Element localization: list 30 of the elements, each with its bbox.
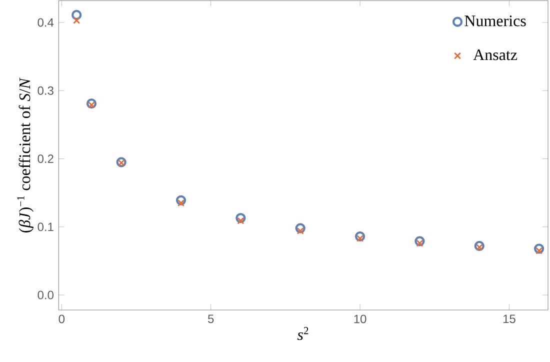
y-tick-label: 0.0 [38, 290, 54, 300]
point [354, 231, 366, 242]
x-tick-label: 10 [354, 314, 366, 324]
x-tick-label: 5 [208, 314, 214, 324]
point [534, 244, 544, 254]
point [73, 16, 80, 24]
point [176, 195, 186, 206]
legend-label: Numerics [464, 16, 526, 26]
x-tick-label: 15 [503, 314, 516, 324]
legend-label: Ansatz [473, 49, 518, 60]
point [476, 244, 483, 251]
point [416, 240, 424, 247]
y-tick-label: 0.2 [38, 154, 54, 163]
point [296, 227, 304, 235]
x-axis-title: s$^{2}$ [297, 327, 308, 340]
point [86, 98, 97, 109]
y-tick-label: 0.1 [38, 222, 54, 232]
point [474, 240, 484, 252]
point [295, 223, 306, 234]
point [356, 234, 364, 242]
point [535, 247, 543, 254]
y-tick-label: 0.4 [38, 18, 54, 27]
point [414, 236, 425, 246]
point [177, 199, 185, 207]
point [88, 101, 96, 108]
y-tick-label: 0.3 [38, 86, 54, 95]
x-tick-label: 0 [58, 314, 65, 324]
point [72, 10, 82, 20]
point [236, 212, 246, 224]
point [237, 217, 244, 224]
